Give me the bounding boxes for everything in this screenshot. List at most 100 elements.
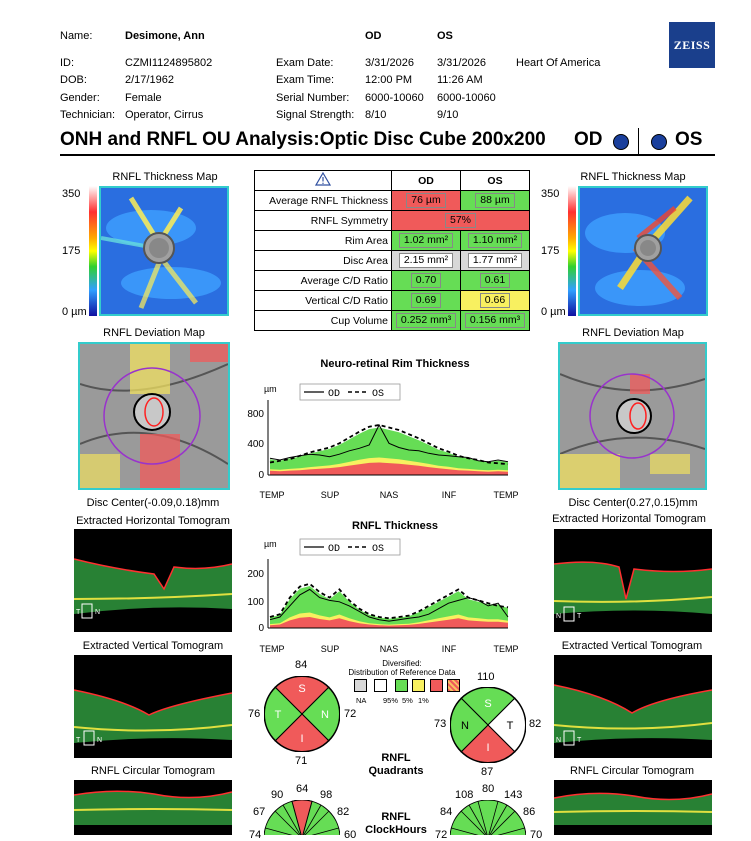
od-scale-min: 0 µm bbox=[62, 306, 87, 318]
svg-text:N: N bbox=[95, 609, 100, 616]
legend-5-label: 5% bbox=[402, 696, 413, 705]
os-clockhour-value: 80 bbox=[482, 783, 495, 795]
table-row: Average RNFL Thickness 76 µm 88 µm bbox=[254, 190, 530, 211]
rim-y-tick: 400 bbox=[247, 439, 264, 450]
legend-1-label: 1% bbox=[418, 696, 429, 705]
os-quadrant-s-value: 110 bbox=[477, 671, 495, 683]
os-deviation-map-title: RNFL Deviation Map bbox=[582, 327, 684, 339]
od-clockhour-value: 82 bbox=[337, 806, 350, 818]
od-quadrant-n-value: 72 bbox=[344, 708, 357, 720]
od-clockhour-value: 98 bbox=[320, 789, 333, 801]
clockhours-label-line2: ClockHours bbox=[365, 824, 427, 836]
os-scale-mid: 175 bbox=[541, 245, 560, 257]
report-title: ONH and RNFL OU Analysis:Optic Disc Cube… bbox=[60, 129, 546, 150]
row-label: RNFL Symmetry bbox=[254, 210, 392, 231]
od-clockhour-value: 90 bbox=[271, 789, 284, 801]
svg-text:T: T bbox=[577, 613, 582, 620]
os-scale-min: 0 µm bbox=[541, 306, 566, 318]
rnfl-chart-unit: µm bbox=[264, 539, 277, 549]
od-deviation-map-title: RNFL Deviation Map bbox=[103, 327, 205, 339]
os-rnfl-thickness-map bbox=[578, 186, 708, 316]
od-clockhour-12 bbox=[291, 800, 313, 835]
rim-chart-unit: µm bbox=[264, 384, 277, 394]
reference-legend-swatches bbox=[354, 679, 461, 697]
technician: Operator, Cirrus bbox=[125, 109, 204, 121]
od-thickness-colorbar bbox=[89, 186, 97, 316]
os-horizontal-tomogram: N T bbox=[554, 529, 712, 632]
rnfl-x-tick: SUP bbox=[321, 644, 340, 654]
od-disc-area: 2.15 mm² bbox=[391, 250, 461, 271]
os-average-cd-ratio: 0.61 bbox=[460, 270, 530, 291]
rnfl-series-os bbox=[269, 582, 509, 620]
rim-series-os bbox=[269, 424, 509, 466]
od-disc-center: Disc Center(-0.09,0.18)mm bbox=[86, 497, 220, 509]
os-quadrant-letter-s: S bbox=[484, 698, 491, 710]
table-row: Disc Area 2.15 mm² 1.77 mm² bbox=[254, 250, 530, 271]
os-quadrant-letter-t: T bbox=[507, 720, 514, 732]
exam-time-label: Exam Time: bbox=[276, 74, 335, 86]
os-disc-area: 1.77 mm² bbox=[460, 250, 530, 271]
os-quadrant-n-value: 73 bbox=[434, 718, 447, 730]
id-label: ID: bbox=[60, 57, 75, 69]
os-quadrant-t-value: 82 bbox=[529, 718, 542, 730]
legend-white-swatch bbox=[374, 679, 388, 692]
exam-date-label: Exam Date: bbox=[276, 57, 334, 69]
rnfl-chart-title: RNFL Thickness bbox=[352, 520, 438, 532]
os-vertical-tomogram: N T bbox=[554, 655, 712, 758]
table-row: Vertical C/D Ratio 0.69 0.66 bbox=[254, 290, 530, 311]
os-quadrant-chart: S N T I bbox=[450, 687, 526, 763]
od-rim-area: 1.02 mm² bbox=[391, 230, 461, 251]
rim-x-tick: INF bbox=[442, 490, 457, 500]
od-column-header: OD bbox=[365, 30, 382, 42]
patient-name: Desimone, Ann bbox=[125, 30, 205, 42]
legend-title-line2: Distribution of Reference Data bbox=[348, 668, 456, 677]
od-clockhour-chart bbox=[264, 800, 340, 835]
os-circular-tomogram bbox=[554, 780, 712, 835]
legend-yellow-swatch bbox=[412, 679, 426, 692]
rnfl-legend-os: OS bbox=[372, 544, 384, 555]
os-exam-time: 11:26 AM bbox=[437, 74, 483, 86]
os-clockhour-value: 70 bbox=[530, 829, 543, 841]
legend-green-swatch bbox=[394, 679, 408, 692]
legend-na-label: NA bbox=[356, 696, 367, 705]
legend-title-line1: Diversified: bbox=[382, 659, 422, 668]
od-quadrant-chart: S T N I bbox=[264, 676, 340, 752]
od-horizontal-tomogram-title: Extracted Horizontal Tomogram bbox=[76, 515, 230, 527]
rnfl-legend-od: OD bbox=[328, 544, 340, 555]
os-serial-number: 6000-10060 bbox=[437, 92, 496, 104]
row-label: Rim Area bbox=[254, 230, 392, 251]
legend-hatched-swatch bbox=[447, 679, 461, 692]
od-eye-label: OD bbox=[574, 129, 603, 150]
os-clockhour-value: 86 bbox=[523, 806, 536, 818]
od-quadrant-i-value: 71 bbox=[295, 755, 308, 767]
od-circular-tomogram-title: RNFL Circular Tomogram bbox=[90, 765, 216, 777]
reference-legend-title: Diversified: Distribution of Reference D… bbox=[342, 659, 462, 677]
od-scale-mid: 175 bbox=[62, 245, 81, 257]
row-label: Vertical C/D Ratio bbox=[254, 290, 392, 311]
table-header-os: OS bbox=[460, 170, 530, 191]
os-thickness-colorbar bbox=[568, 186, 576, 316]
patient-id: CZMI1124895802 bbox=[125, 57, 213, 69]
od-eye-dot-icon bbox=[613, 134, 629, 150]
table-row: Rim Area 1.02 mm² 1.10 mm² bbox=[254, 230, 530, 251]
od-average-rnfl-thickness: 76 µm bbox=[391, 190, 461, 211]
os-average-rnfl-thickness: 88 µm bbox=[460, 190, 530, 211]
os-vertical-tomogram-title: Extracted Vertical Tomogram bbox=[561, 640, 703, 652]
os-signal-strength: 9/10 bbox=[437, 109, 459, 121]
rim-x-tick: TEMP bbox=[493, 490, 518, 500]
os-vertical-cd-ratio: 0.66 bbox=[460, 290, 530, 311]
rnfl-y-tick: 200 bbox=[247, 569, 264, 580]
rim-x-tick: TEMP bbox=[259, 490, 284, 500]
rim-chart-title: Neuro-retinal Rim Thickness bbox=[320, 358, 470, 370]
os-scale-max: 350 bbox=[541, 188, 560, 200]
od-clockhour-value: 64 bbox=[296, 783, 309, 795]
serial-number-label: Serial Number: bbox=[276, 92, 350, 104]
od-signal-strength: 8/10 bbox=[365, 109, 387, 121]
rim-normative-band bbox=[270, 427, 508, 475]
od-scale-max: 350 bbox=[62, 188, 81, 200]
os-column-header: OS bbox=[437, 30, 453, 42]
title-rule bbox=[60, 154, 715, 156]
rnfl-symmetry-value: 57% bbox=[391, 210, 530, 231]
od-clockhour-value: 74 bbox=[249, 829, 262, 841]
od-quadrant-letter-i: I bbox=[300, 733, 303, 745]
